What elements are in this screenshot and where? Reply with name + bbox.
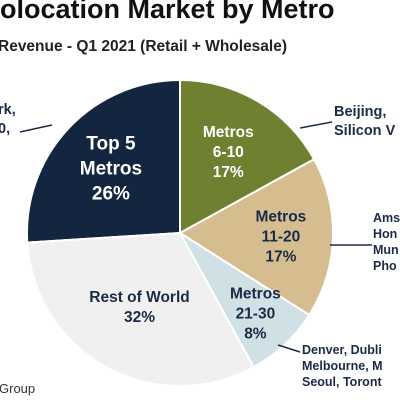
slice-percent: 17% [213,164,244,181]
slice-percent: 32% [124,309,155,326]
callout-line: Ams [373,211,400,225]
source-note: Group [0,381,36,396]
callout-line: Silicon V [334,123,396,139]
pie-slice-rest-of-world [26,231,256,387]
callout-line: rk, [0,102,16,118]
leader-line [19,124,53,133]
slice-label-rest-of-world: Rest of World 32% [89,289,189,326]
pie-slice-metros-11-20 [178,157,334,317]
slice-name-line: 6-10 [213,144,244,161]
slice-label-metros-6-10: Metros 6-10 17% [203,124,254,181]
callout-metros-11-20: Ams Hon Mun Pho [373,210,400,274]
callout-metros-6-10: Beijing, Silicon V [334,103,395,141]
chart-title: olocation Market by Metro [0,0,335,24]
callout-line: Pho [373,259,397,273]
slice-name-line: 21-30 [236,306,276,323]
callout-line: Mun [373,243,399,257]
slice-percent: 17% [265,249,296,266]
callout-line: Beijing, [334,104,387,120]
pie-slice-metros-6-10 [179,78,316,235]
slice-percent: 26% [92,184,130,205]
chart-subtitle: Revenue - Q1 2021 (Retail + Wholesale) [0,38,288,55]
slice-label-metros-11-20: Metros 11-20 17% [255,209,306,266]
slice-name-line: Metros [203,124,254,141]
leader-line [299,121,333,129]
slice-percent: 8% [244,326,267,343]
callout-line: Hon [373,227,398,241]
slice-label-top5-metros: Top 5 Metros 26% [80,134,142,205]
slice-name-line: 11-20 [262,229,301,246]
slice-label-metros-21-30: Metros 21-30 8% [230,286,281,343]
callout-line: 0, [0,121,11,137]
callout-line: Seoul, Toront [302,375,382,389]
slice-name-line: Metros [230,286,281,303]
callout-line: Denver, Dubli [302,343,382,357]
callout-metros-21-30: Denver, Dubli Melbourne, M Seoul, Toront [302,342,383,390]
callout-line: Melbourne, M [302,359,383,373]
slice-name-line: Metros [80,159,142,180]
leader-line [277,344,301,353]
pie-slice-top5-metros [26,78,181,244]
slice-name-line: Rest of World [89,289,189,306]
slice-name-line: Metros [255,209,306,226]
slice-name-line: Top 5 [86,134,136,155]
callout-top5-metros: rk, 0, [0,101,16,139]
